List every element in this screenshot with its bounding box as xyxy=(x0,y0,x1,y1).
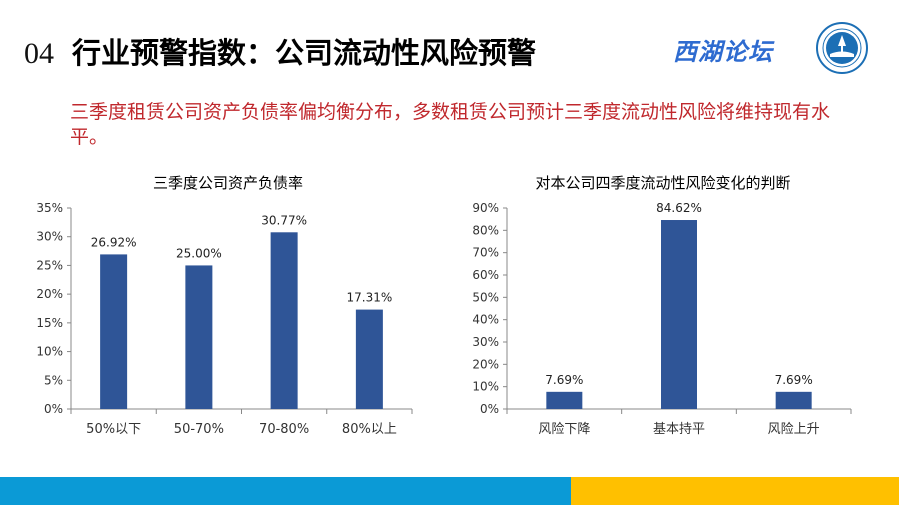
section-number: 04 xyxy=(24,37,54,70)
y-tick-label: 25% xyxy=(36,258,63,272)
summary-text: 三季度租赁公司资产负债率偏均衡分布，多数租赁公司预计三季度流动性风险将维持现有水… xyxy=(70,101,831,148)
x-tick-label: 基本持平 xyxy=(653,422,705,437)
y-tick-label: 0% xyxy=(44,402,63,416)
data-label: 84.62% xyxy=(656,201,702,215)
data-label: 7.69% xyxy=(775,373,813,387)
bar xyxy=(355,309,383,409)
page-title: 04 行业预警指数：公司流动性风险预警 xyxy=(24,30,536,80)
y-tick-label: 90% xyxy=(472,201,499,215)
bar xyxy=(185,265,213,409)
chart-title: 对本公司四季度流动性风险变化的判断 xyxy=(535,174,790,192)
footer-bar-yellow xyxy=(571,477,899,505)
y-tick-label: 20% xyxy=(36,287,63,301)
y-tick-label: 35% xyxy=(36,201,63,215)
y-tick-label: 0% xyxy=(480,402,499,416)
chart-debt-ratio: 三季度公司资产负债率 0% 5% 10% 15% 20% 25% 30% 35% 26.92% 50… xyxy=(36,174,413,437)
y-tick-label: 10% xyxy=(36,345,63,359)
x-tick-label: 50-70% xyxy=(174,422,224,437)
x-tick-label: 风险下降 xyxy=(538,422,590,437)
brand-name: 西湖论坛 xyxy=(673,38,773,66)
y-tick-label: 50% xyxy=(472,290,499,304)
y-tick-label: 20% xyxy=(472,357,499,371)
y-tick-label: 30% xyxy=(36,230,63,244)
chart-liquidity-risk: 对本公司四季度流动性风险变化的判断 0% 10% 20% 30% 40% 50% 60% 70%… xyxy=(472,174,852,437)
y-tick-label: 15% xyxy=(36,316,63,330)
title-text: 行业预警指数：公司流动性风险预警 xyxy=(72,36,537,70)
x-tick-label: 70-80% xyxy=(259,422,309,437)
data-label: 17.31% xyxy=(346,291,392,305)
data-label: 30.77% xyxy=(261,213,307,227)
x-tick-label: 80%以上 xyxy=(342,422,397,437)
logo-icon xyxy=(816,22,868,74)
y-tick-label: 30% xyxy=(472,335,499,349)
y-tick-label: 40% xyxy=(472,313,499,327)
y-tick-label: 60% xyxy=(472,268,499,282)
data-label: 7.69% xyxy=(545,373,583,387)
data-label: 25.00% xyxy=(176,246,222,260)
bar xyxy=(775,391,812,409)
y-tick-label: 80% xyxy=(472,223,499,237)
bar xyxy=(546,391,583,409)
x-tick-label: 50%以下 xyxy=(86,422,141,437)
y-tick-label: 10% xyxy=(472,380,499,394)
y-tick-label: 5% xyxy=(44,373,63,387)
bar xyxy=(270,232,298,409)
data-label: 26.92% xyxy=(91,235,137,249)
x-tick-label: 风险上升 xyxy=(768,422,820,437)
bar xyxy=(100,254,128,409)
chart-title: 三季度公司资产负债率 xyxy=(153,174,303,192)
y-tick-label: 70% xyxy=(472,246,499,260)
bar xyxy=(661,220,697,409)
footer-bar-blue xyxy=(0,477,571,505)
